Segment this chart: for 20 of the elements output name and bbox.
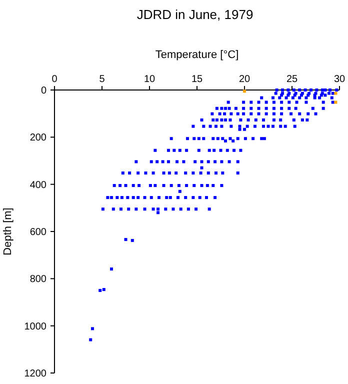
y-tick-label: 600 <box>30 227 47 238</box>
chart-title: JDRD in June, 1979 <box>136 7 254 22</box>
x-tick-label: 0 <box>52 74 58 85</box>
y-tick-label: 200 <box>30 132 47 144</box>
x-tick-label: 30 <box>334 74 346 85</box>
y-tick-label: 1000 <box>24 321 47 332</box>
y-tick-label: 0 <box>40 86 47 96</box>
y-axis-title: Depth [m] <box>2 208 14 256</box>
point <box>334 92 338 95</box>
point <box>334 100 338 104</box>
point <box>243 90 246 93</box>
x-tick-label: 5 <box>99 74 106 85</box>
y-tick-label: 1200 <box>24 368 47 380</box>
x-tick-label: 20 <box>238 74 250 85</box>
x-tick-label: 25 <box>286 74 298 85</box>
y-tick-label: 800 <box>30 274 47 286</box>
y-tick-label: 400 <box>30 180 47 191</box>
x-tick-label: 15 <box>191 74 203 85</box>
x-tick-label: 10 <box>144 74 156 85</box>
x-axis-title: Temperature [°C] <box>155 49 239 61</box>
